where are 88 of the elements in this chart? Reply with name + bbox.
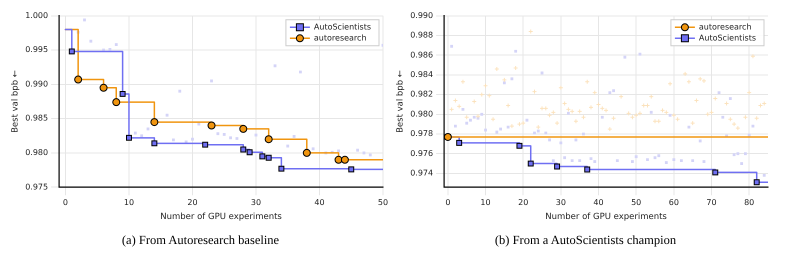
x-axis-title: Number of GPU experiments — [160, 212, 282, 222]
y-axis-title: Best val bpb ← — [395, 70, 406, 133]
x-tick-label: 80 — [744, 198, 754, 208]
point — [516, 142, 522, 149]
point — [292, 135, 296, 138]
point — [340, 156, 349, 164]
x-tick-label: 20 — [187, 198, 198, 208]
y-tick-label: 0.978 — [410, 129, 434, 138]
point — [312, 147, 315, 150]
point — [126, 134, 132, 141]
x-tick-label: 40 — [593, 198, 604, 208]
y-tick-label: 0.974 — [410, 168, 434, 178]
point — [208, 121, 216, 130]
y-tick-label: 0.988 — [410, 30, 434, 40]
x-tick-label: 10 — [480, 198, 491, 208]
point — [278, 166, 284, 172]
text: (b) From a AutoScientists champion — [494, 233, 678, 248]
point — [239, 124, 248, 133]
point — [246, 149, 253, 156]
point — [348, 166, 354, 172]
x-tick-label: 60 — [668, 198, 679, 208]
point — [754, 179, 760, 186]
legend-label: AutoScientists — [314, 22, 372, 32]
y-tick-label: 0.982 — [410, 90, 434, 99]
point — [712, 169, 718, 176]
point — [554, 164, 560, 170]
point — [229, 136, 232, 140]
point — [266, 154, 272, 161]
point — [68, 48, 75, 54]
y-tick-label: 0.980 — [410, 109, 434, 118]
point — [236, 137, 238, 140]
point — [286, 144, 290, 148]
y-tick-label: 0.975 — [25, 182, 48, 192]
x-tick-label: 70 — [706, 198, 717, 208]
y-tick-label: 0.995 — [25, 45, 48, 54]
y-tick-label: 1.000 — [25, 10, 48, 20]
legend-label: AutoScientists — [698, 33, 756, 42]
y-tick-label: 0.984 — [410, 70, 434, 79]
x-tick-label: 0 — [62, 198, 68, 208]
point — [456, 140, 462, 146]
point — [368, 154, 372, 156]
point — [191, 138, 194, 141]
text: (a) From Autoresearch baseline — [120, 233, 280, 248]
point — [146, 128, 150, 130]
y-tick-label: 0.986 — [410, 50, 434, 60]
point — [302, 148, 311, 157]
y-tick-label: 0.980 — [25, 148, 48, 157]
x-tick-label: 50 — [631, 198, 642, 208]
point — [259, 153, 266, 160]
point — [216, 132, 220, 136]
y-tick-label: 0.976 — [410, 148, 434, 158]
point — [274, 64, 276, 68]
x-tick-label: 30 — [250, 198, 262, 208]
point — [150, 118, 158, 126]
x-tick-label: 50 — [378, 198, 388, 208]
point — [89, 40, 92, 43]
point — [222, 132, 226, 136]
point — [356, 148, 360, 152]
x-tick-label: 0 — [445, 198, 450, 208]
point — [264, 135, 273, 144]
y-axis-title: Best val bpb ← — [10, 70, 20, 133]
x-tick-label: 10 — [124, 198, 134, 208]
legend-label: autoresearch — [314, 33, 367, 42]
x-tick-label: 20 — [518, 198, 528, 208]
point — [254, 134, 258, 137]
x-tick-label: 30 — [556, 198, 566, 208]
point — [83, 18, 86, 22]
point — [114, 43, 118, 46]
point — [120, 90, 126, 97]
point — [528, 160, 534, 167]
point — [112, 98, 120, 106]
point — [151, 140, 158, 146]
point — [74, 76, 82, 84]
x-tick-label: 40 — [314, 198, 325, 208]
point — [100, 84, 108, 92]
point — [584, 166, 590, 172]
y-tick-label: 0.985 — [25, 114, 48, 123]
point — [299, 70, 302, 74]
point — [172, 138, 175, 142]
point — [240, 146, 246, 152]
y-tick-label: 0.990 — [25, 79, 48, 88]
legend-label: autoresearch — [698, 22, 752, 32]
point — [166, 114, 168, 117]
x-axis-title: Number of GPU experiments — [545, 212, 668, 222]
point — [202, 142, 208, 148]
point — [362, 152, 366, 154]
point — [134, 132, 137, 134]
y-tick-label: 0.990 — [410, 10, 434, 20]
